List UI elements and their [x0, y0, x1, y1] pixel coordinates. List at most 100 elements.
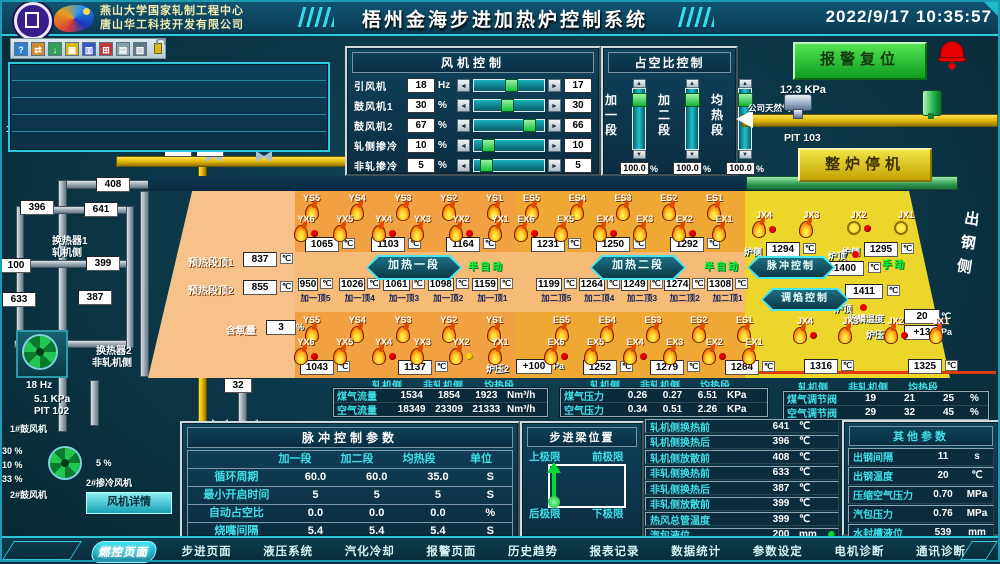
fan-value-input[interactable]: 30 [407, 98, 435, 113]
pulse-row-label: 最小开启时间 [203, 489, 270, 501]
lock-icon[interactable] [154, 38, 166, 54]
pipe-value: 408 [96, 177, 130, 192]
slider-left-arrow[interactable]: ◄ [457, 119, 470, 132]
pulse-control-button[interactable]: 脉冲控制 [747, 256, 835, 279]
nav-tab[interactable]: 液压系统 [257, 541, 319, 563]
preheat2-temp[interactable]: 855 [243, 280, 277, 295]
slider-right-arrow[interactable]: ► [548, 119, 561, 132]
pulse-value[interactable]: 60.0 [304, 471, 327, 483]
slider-left-arrow[interactable]: ◄ [457, 99, 470, 112]
duty-value[interactable]: 100.0 [620, 162, 649, 175]
slider-left-arrow[interactable]: ◄ [457, 159, 470, 172]
nav-tab[interactable]: 汽化冷却 [339, 541, 401, 563]
slider-thumb[interactable] [480, 159, 494, 172]
fan-setpoint[interactable]: 10 [564, 138, 592, 153]
fan-slider[interactable] [473, 119, 545, 132]
nav-tab[interactable]: 报警页面 [420, 541, 482, 563]
slider-left-arrow[interactable]: ◄ [457, 79, 470, 92]
fan-slider[interactable] [473, 139, 545, 152]
fan-details-button[interactable]: 风机详情 [86, 492, 172, 514]
toolbar-icon[interactable]: ⊞ [99, 41, 113, 56]
flame-icon [553, 225, 568, 242]
slider-left-arrow[interactable]: ◄ [457, 139, 470, 152]
fan-slider[interactable] [473, 159, 545, 172]
slider-right-arrow[interactable]: ► [548, 139, 561, 152]
nav-tab[interactable]: 步进页面 [176, 541, 238, 563]
duty-track[interactable] [685, 88, 701, 150]
fan-slider[interactable] [473, 79, 545, 92]
slider-down-arrow[interactable]: ▼ [685, 150, 699, 159]
nav-tab[interactable]: 报表记录 [584, 541, 646, 563]
fan-setpoint[interactable]: 30 [564, 98, 592, 113]
nav-tab[interactable]: 历史趋势 [502, 541, 564, 563]
fan-setpoint[interactable]: 17 [564, 78, 592, 93]
alarm-list-panel[interactable] [8, 62, 330, 152]
fan-value-input[interactable]: 18 [407, 78, 435, 93]
slider-thumb[interactable] [500, 99, 514, 112]
pulse-value[interactable]: 5.4 [430, 525, 446, 537]
preheat1-temp[interactable]: 837 [243, 252, 277, 267]
slider-right-arrow[interactable]: ► [548, 99, 561, 112]
pulse-value[interactable]: 60.0 [365, 471, 388, 483]
slider-up-arrow[interactable]: ▲ [632, 79, 646, 88]
toolbar-icon[interactable]: ▤ [116, 41, 130, 56]
row-label: 空气压力 [564, 406, 604, 417]
nav-tab[interactable]: 电机诊断 [828, 541, 890, 563]
duty-track[interactable] [632, 88, 647, 150]
slider-thumb[interactable] [482, 139, 496, 152]
toolbar-icon[interactable]: ⇄ [31, 41, 45, 56]
burner-tag: ES3 [644, 315, 662, 325]
duty-thumb[interactable] [738, 93, 754, 107]
pulse-row: 自动占空比 0.0 0.0 0.0 % [187, 505, 513, 523]
toolbar-icon[interactable]: ↓ [48, 41, 62, 56]
fan-slider[interactable] [473, 99, 545, 112]
toolbar-icon[interactable]: ▣ [65, 41, 79, 56]
descale-label: 除鳞温度 [848, 314, 885, 324]
slider-right-arrow[interactable]: ► [548, 159, 561, 172]
alarm-reset-button[interactable]: 报警复位 [793, 42, 927, 80]
furnace-stop-button[interactable]: 整炉停机 [798, 148, 932, 182]
slider-up-arrow[interactable]: ▲ [738, 79, 752, 88]
param-value: 0.70 [933, 489, 953, 501]
fan-setpoint[interactable]: 5 [564, 158, 592, 173]
duty-thumb[interactable] [685, 93, 701, 107]
slider-down-arrow[interactable]: ▼ [632, 150, 646, 159]
pulse-value[interactable]: 0.0 [430, 507, 446, 519]
flame-adjust-button[interactable]: 调焰控制 [761, 288, 849, 311]
fan-setpoint[interactable]: 66 [564, 118, 592, 133]
pulse-value[interactable]: 5.4 [369, 525, 385, 537]
pulse-value[interactable]: 5 [373, 489, 380, 501]
param-value: 11 [937, 451, 949, 463]
pulse-value[interactable]: 5.4 [307, 525, 324, 537]
toolbar-icon[interactable]: ? [14, 41, 28, 56]
slider-thumb[interactable] [523, 119, 536, 132]
burner-tag: EX5 [587, 337, 605, 347]
fan-value-input[interactable]: 67 [407, 118, 435, 133]
fan-value-input[interactable]: 5 [407, 158, 435, 173]
slider-up-arrow[interactable]: ▲ [685, 79, 699, 88]
flame-icon [623, 348, 638, 365]
pulse-value[interactable]: 0.0 [369, 507, 385, 519]
slider-thumb[interactable] [504, 79, 518, 92]
duty-value[interactable]: 100.0 [726, 162, 756, 175]
toolbar-icon[interactable]: ▥ [82, 41, 96, 56]
fan-value-input[interactable]: 10 [407, 138, 435, 153]
heating2-zone-button[interactable]: 加热二段 [590, 255, 686, 280]
nav-tab[interactable]: 燃控页面 [89, 541, 159, 563]
table-row: 空气调节阀 29 32 45 % [784, 405, 988, 420]
nav-tab[interactable]: 数据统计 [665, 541, 727, 563]
toolbar-icon[interactable]: ▨ [133, 41, 147, 56]
nav-tab[interactable]: 参数设定 [747, 541, 809, 563]
temp-row: 轧机侧换热后 396 ℃ [645, 434, 839, 449]
heating1-zone-button[interactable]: 加热一段 [366, 255, 462, 280]
pulse-params-panel: 脉冲控制参数 加一段 加二段 均热段 单位 循环周期 60.0 60.0 35.0 S… [180, 421, 520, 541]
slider-right-arrow[interactable]: ► [548, 79, 561, 92]
slider-down-arrow[interactable]: ▼ [738, 150, 752, 159]
pulse-value[interactable]: 0.0 [307, 507, 324, 519]
pulse-value[interactable]: 35.0 [427, 471, 449, 483]
pulse-value[interactable]: 5 [434, 489, 441, 501]
nav-tab[interactable]: 通讯诊断 [910, 541, 972, 563]
pulse-value[interactable]: 5 [312, 489, 319, 501]
duty-value[interactable]: 100.0 [673, 162, 703, 175]
duty-thumb[interactable] [632, 93, 647, 107]
